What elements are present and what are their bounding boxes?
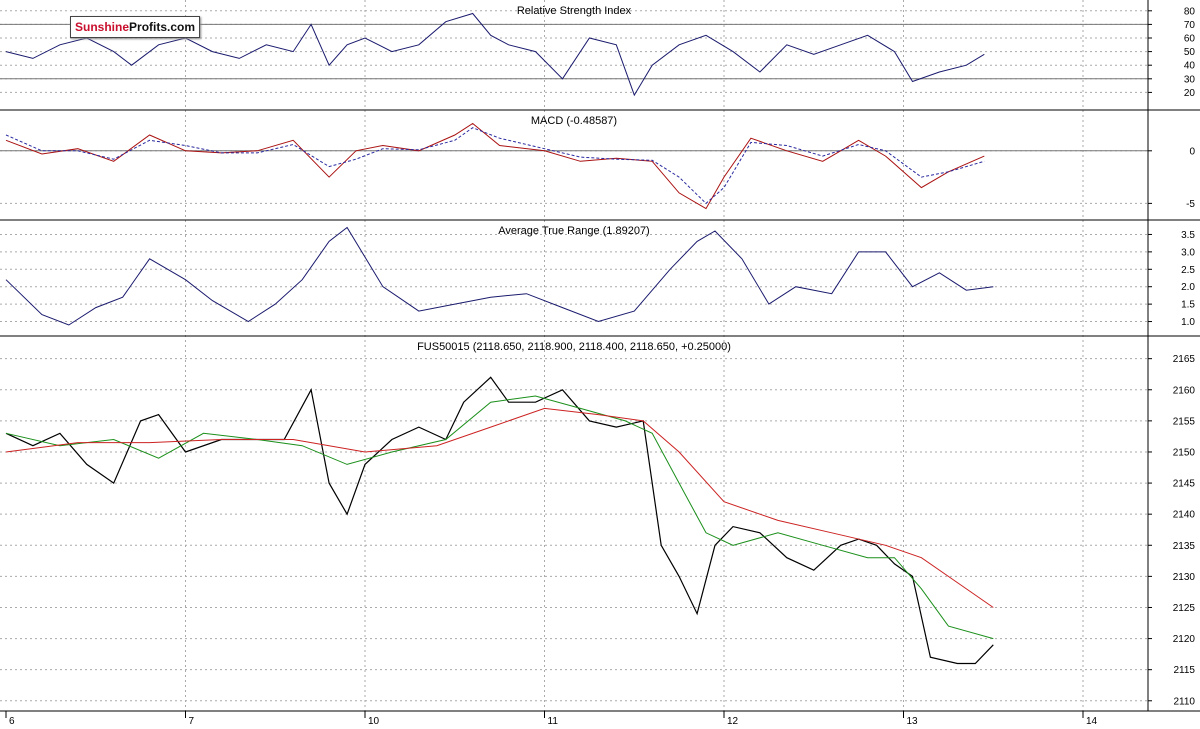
panel-1: MACD (-0.48587) 0 -5 <box>0 110 1200 221</box>
brand-logo: SunshineProfits.com <box>70 16 201 38</box>
panel-title: MACD (-0.48587) <box>531 115 617 127</box>
y-tick-label: 50 <box>1184 47 1196 58</box>
x-tick-label: 6 <box>9 716 15 727</box>
y-tick-label: 70 <box>1184 20 1196 31</box>
panel-0: Relative Strength Index 20 30 40 50 60 70 80 <box>0 0 1200 111</box>
y-tick-label: 40 <box>1184 61 1196 72</box>
y-tick-label: 2125 <box>1173 603 1196 614</box>
y-tick-label: 2.0 <box>1181 282 1195 293</box>
y-tick-label: 2130 <box>1173 572 1196 583</box>
y-tick-label: 2110 <box>1173 696 1195 707</box>
y-tick-label: 20 <box>1184 88 1196 99</box>
y-tick-label: 2150 <box>1173 447 1196 458</box>
y-tick-label: 2135 <box>1173 541 1196 552</box>
x-tick-label: 7 <box>189 716 195 727</box>
panel-2: Average True Range (1.89207) 1.0 1.5 2.0 2.5… <box>0 220 1200 337</box>
x-tick-label: 11 <box>548 716 559 727</box>
y-tick-label: 60 <box>1184 34 1196 45</box>
logo-part-1: Sunshine <box>75 20 130 34</box>
x-tick-label: 14 <box>1086 716 1098 727</box>
y-tick-label: 2115 <box>1173 665 1195 676</box>
series-line-2-0 <box>5 226 994 326</box>
x-axis: 6 7 10 11 12 13 14 <box>0 710 1148 727</box>
series-line-3-1 <box>5 395 994 640</box>
panel-title: FUS50015 (2118.650, 2118.900, 2118.400, … <box>417 341 731 353</box>
series-line-3-2 <box>5 407 994 608</box>
y-tick-label: 2120 <box>1173 634 1196 645</box>
y-tick-label: 3.5 <box>1181 230 1195 241</box>
x-tick-label: 13 <box>907 716 919 727</box>
y-tick-label: 0 <box>1189 146 1195 157</box>
y-tick-label: 1.0 <box>1181 317 1195 328</box>
y-tick-label: -5 <box>1186 199 1195 210</box>
panel-title: Relative Strength Index <box>517 5 632 17</box>
y-tick-label: 2140 <box>1173 510 1196 521</box>
y-tick-label: 1.5 <box>1181 300 1195 311</box>
x-tick-label: 10 <box>368 716 380 727</box>
y-tick-label: 80 <box>1184 6 1196 17</box>
x-tick-label: 12 <box>727 716 739 727</box>
y-tick-label: 2160 <box>1173 385 1196 396</box>
y-tick-label: 3.0 <box>1181 247 1195 258</box>
y-tick-label: 2145 <box>1173 479 1196 490</box>
panel-title: Average True Range (1.89207) <box>498 225 649 237</box>
y-tick-label: 2.5 <box>1181 265 1195 276</box>
y-tick-label: 2165 <box>1173 354 1196 365</box>
y-tick-label: 30 <box>1184 74 1196 85</box>
logo-part-2: Profits.com <box>129 20 196 34</box>
series-line-0-0 <box>5 12 985 97</box>
series-line-1-0 <box>5 122 985 210</box>
gridlines <box>185 0 1084 711</box>
series-line-1-1 <box>5 127 985 205</box>
y-tick-label: 2155 <box>1173 416 1196 427</box>
